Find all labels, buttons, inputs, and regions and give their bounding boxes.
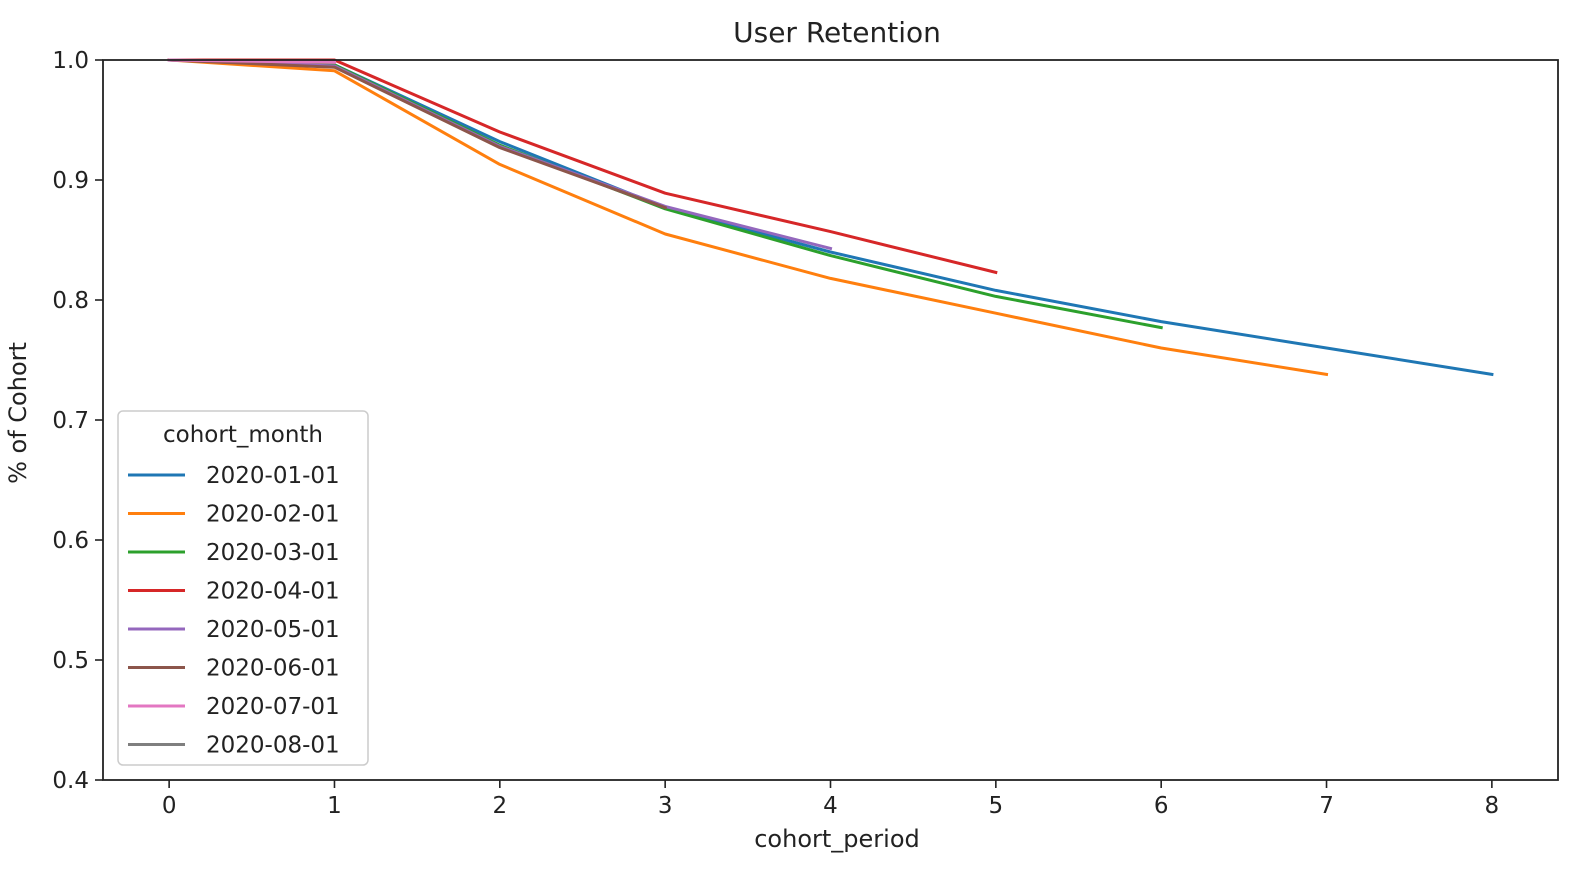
series-line-2020-05-01 bbox=[167, 58, 833, 251]
series-line-2020-01-01 bbox=[167, 58, 1494, 377]
y-axis-label: % of Cohort bbox=[4, 342, 32, 484]
y-tick-label: 0.8 bbox=[52, 288, 89, 314]
legend-entries: 2020-01-01 2020-02-01 2020-03-01 2020-04-01… bbox=[128, 463, 340, 759]
legend-title: cohort_month bbox=[163, 422, 323, 448]
legend-label: 2020-07-01 bbox=[206, 694, 340, 720]
x-tick-label: 8 bbox=[1485, 793, 1500, 819]
legend-label: 2020-03-01 bbox=[206, 540, 340, 566]
legend-label: 2020-08-01 bbox=[206, 733, 340, 759]
x-tick-label: 6 bbox=[1154, 793, 1169, 819]
x-tick-label: 2 bbox=[492, 793, 507, 819]
x-tick-label: 3 bbox=[658, 793, 673, 819]
legend-label: 2020-06-01 bbox=[206, 656, 340, 682]
chart-title: User Retention bbox=[733, 16, 941, 49]
y-tick-label: 0.7 bbox=[52, 408, 89, 434]
legend-label: 2020-02-01 bbox=[206, 502, 340, 528]
series-line-2020-04-01 bbox=[167, 58, 998, 275]
x-tick-label: 4 bbox=[823, 793, 838, 819]
x-axis: 0 1 2 3 4 5 6 7 8 bbox=[162, 780, 1499, 819]
y-tick-label: 1.0 bbox=[52, 48, 89, 74]
x-tick-label: 5 bbox=[989, 793, 1004, 819]
series-line-2020-02-01 bbox=[167, 58, 1329, 377]
series-line-2020-06-01 bbox=[167, 58, 668, 210]
y-tick-label: 0.5 bbox=[52, 648, 89, 674]
x-tick-label: 1 bbox=[327, 793, 342, 819]
y-axis: 0.4 0.5 0.6 0.7 0.8 0.9 1.0 bbox=[52, 48, 103, 794]
y-tick-label: 0.6 bbox=[52, 528, 89, 554]
legend-box bbox=[117, 410, 369, 766]
plot-lines bbox=[167, 58, 1494, 377]
x-tick-label: 7 bbox=[1319, 793, 1334, 819]
legend: cohort_month 2020-01-01 2020-02-01 2020-03… bbox=[117, 410, 369, 766]
y-tick-label: 0.9 bbox=[52, 168, 89, 194]
legend-label: 2020-05-01 bbox=[206, 617, 340, 643]
x-axis-label: cohort_period bbox=[754, 825, 920, 853]
legend-label: 2020-04-01 bbox=[206, 579, 340, 605]
legend-label: 2020-01-01 bbox=[206, 463, 340, 489]
y-tick-label: 0.4 bbox=[52, 768, 89, 794]
x-tick-label: 0 bbox=[162, 793, 177, 819]
